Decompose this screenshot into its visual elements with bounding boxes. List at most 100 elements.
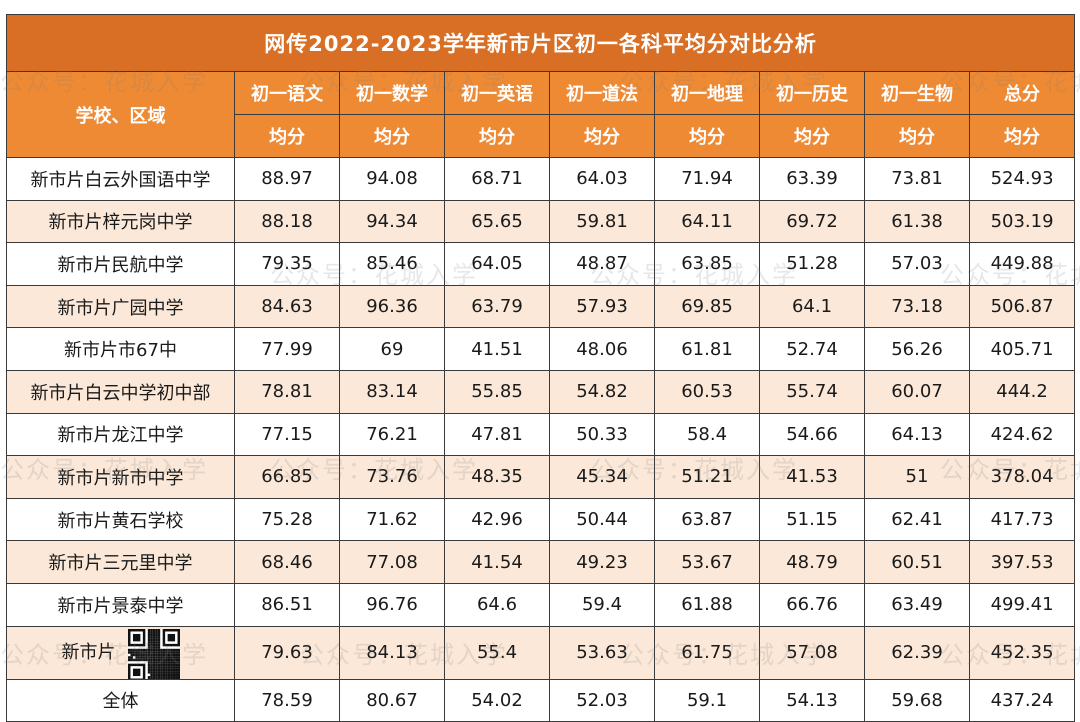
subject-subheader: 均分: [444, 114, 550, 158]
table-row: 新市片梓元岗中学 88.18 94.34 65.65 59.81 64.11 69.72 61…: [6, 199, 1076, 244]
score-cell: 71.62: [339, 497, 445, 542]
school-name: 新市片: [61, 641, 116, 663]
score-cell: 57.93: [549, 284, 655, 329]
score-cell: 85.46: [339, 242, 445, 286]
score-cell: 57.08: [759, 625, 865, 680]
score-cell: 79.35: [234, 242, 340, 286]
school-name: 新市片新市中学: [57, 467, 184, 489]
score-cell: 66.85: [234, 455, 340, 499]
table-row: 新市片白云外国语中学 88.97 94.08 68.71 64.03 71.94 63.39…: [6, 157, 1076, 201]
score-cell: 444.2: [968, 369, 1076, 414]
score-cell: 64.13: [864, 412, 970, 457]
score-cell: 62.39: [864, 625, 970, 680]
subject-subheader: 均分: [234, 114, 340, 158]
school-cell: 新市片白云外国语中学: [6, 157, 235, 201]
score-cell: 50.33: [549, 412, 655, 457]
school-column-header: 学校、区域: [6, 71, 235, 158]
table-row: 新市片三元里中学 68.46 77.08 41.54 49.23 53.67 48.79 60…: [6, 540, 1076, 584]
score-cell: 63.49: [864, 582, 970, 627]
score-cell: 68.46: [234, 540, 340, 584]
school-name: 新市片民航中学: [57, 254, 184, 276]
score-cell: 59.68: [864, 678, 970, 722]
score-cell: 41.54: [444, 540, 550, 584]
subject-subheader: 均分: [339, 114, 445, 158]
score-cell: 86.51: [234, 582, 340, 627]
subject-subheader: 均分: [549, 114, 655, 158]
school-cell: 新市片民航中学: [6, 242, 235, 286]
score-cell: 71.94: [654, 157, 760, 201]
score-cell: 83.14: [339, 369, 445, 414]
score-cell: 64.03: [549, 157, 655, 201]
score-cell: 69.85: [654, 284, 760, 329]
score-cell: 78.81: [234, 369, 340, 414]
school-name: 新市片黄石学校: [57, 510, 184, 532]
score-cell: 60.51: [864, 540, 970, 584]
score-cell: 41.53: [759, 455, 865, 499]
score-cell: 524.93: [968, 157, 1076, 201]
score-cell: 79.63: [234, 625, 340, 680]
school-name: 新市片三元里中学: [48, 553, 193, 575]
school-cell: 新市片三元里中学: [6, 540, 235, 584]
score-cell: 63.79: [444, 284, 550, 329]
score-cell: 437.24: [968, 678, 1076, 722]
score-cell: 66.76: [759, 582, 865, 627]
score-cell: 59.81: [549, 199, 655, 244]
score-cell: 62.41: [864, 497, 970, 542]
score-cell: 75.28: [234, 497, 340, 542]
score-cell: 54.13: [759, 678, 865, 722]
table-row: 新市片黄石学校 75.28 71.62 42.96 50.44 63.87 51.15 62.…: [6, 497, 1076, 542]
score-cell: 452.35: [968, 625, 1076, 680]
school-name: 新市片广园中学: [57, 297, 184, 319]
score-cell: 78.59: [234, 678, 340, 722]
school-cell: 新市片市67中: [6, 327, 235, 371]
table-row: 新市片广园中学 84.63 96.36 63.79 57.93 69.85 64.1 73.1…: [6, 284, 1076, 329]
subject-header: 初一语文: [234, 71, 340, 115]
score-cell: 52.74: [759, 327, 865, 371]
school-name: 全体: [102, 691, 139, 713]
score-cell: 61.81: [654, 327, 760, 371]
table-title: 网传2022-2023学年新市片区初一各科平均分对比分析: [5, 14, 1076, 72]
score-cell: 41.51: [444, 327, 550, 371]
score-cell: 60.07: [864, 369, 970, 414]
score-cell: 55.74: [759, 369, 865, 414]
table-row: 新市片民航中学 79.35 85.46 64.05 48.87 63.85 51.28 57.…: [6, 242, 1076, 286]
school-cell: 新市片白云中学初中部: [6, 369, 235, 414]
subject-header: 初一英语: [444, 71, 550, 115]
table-row: 全体 78.59 80.67 54.02 52.03 59.1 54.13 59.68 437.…: [6, 678, 1076, 722]
score-cell: 48.35: [444, 455, 550, 499]
score-cell: 64.11: [654, 199, 760, 244]
score-cell: 61.75: [654, 625, 760, 680]
score-cell: 88.97: [234, 157, 340, 201]
score-cell: 63.39: [759, 157, 865, 201]
score-cell: 57.03: [864, 242, 970, 286]
subject-subheader: 均分: [864, 114, 970, 158]
table-row: 新市片 79.63 84.13 55.4 53.63 61.75 57.08 62.39 452…: [6, 625, 1076, 680]
school-cell: 新市片新市中学: [6, 455, 235, 499]
score-cell: 88.18: [234, 199, 340, 244]
score-cell: 68.71: [444, 157, 550, 201]
score-cell: 80.67: [339, 678, 445, 722]
score-cell: 42.96: [444, 497, 550, 542]
score-cell: 64.05: [444, 242, 550, 286]
score-cell: 77.08: [339, 540, 445, 584]
score-cell: 54.82: [549, 369, 655, 414]
score-cell: 54.02: [444, 678, 550, 722]
score-cell: 63.85: [654, 242, 760, 286]
table-row: 新市片市67中 77.99 69 41.51 48.06 61.81 52.74 56.26 4…: [6, 327, 1076, 371]
score-cell: 60.53: [654, 369, 760, 414]
score-cell: 61.38: [864, 199, 970, 244]
score-cell: 96.76: [339, 582, 445, 627]
score-cell: 53.67: [654, 540, 760, 584]
subject-header: 初一数学: [339, 71, 445, 115]
score-cell: 64.6: [444, 582, 550, 627]
score-cell: 51.21: [654, 455, 760, 499]
table-row: 新市片白云中学初中部 78.81 83.14 55.85 54.82 60.53 55.74…: [6, 369, 1076, 414]
subject-subheader: 均分: [968, 114, 1076, 158]
score-cell: 94.08: [339, 157, 445, 201]
score-cell: 397.53: [968, 540, 1076, 584]
score-cell: 77.15: [234, 412, 340, 457]
score-cell: 51: [864, 455, 970, 499]
school-cell: 新市片广园中学: [6, 284, 235, 329]
school-name: 新市片梓元岗中学: [48, 212, 193, 234]
subject-header: 初一道法: [549, 71, 655, 115]
